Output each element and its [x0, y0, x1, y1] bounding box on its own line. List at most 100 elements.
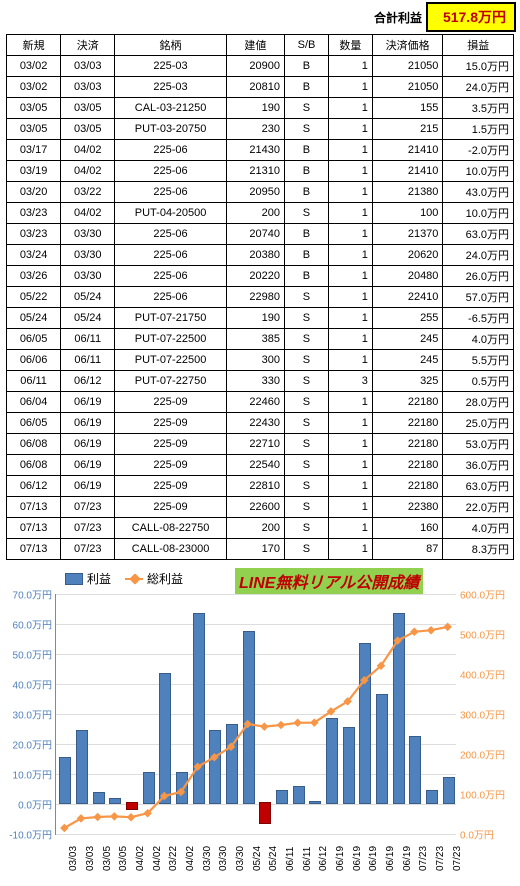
table-cell: S: [285, 455, 329, 476]
table-cell: 190: [226, 308, 284, 329]
col-header: 決済: [61, 35, 115, 56]
chart-title: LINE無料リアル公開成績: [235, 568, 423, 594]
table-cell: 300: [226, 350, 284, 371]
table-cell: 22810: [226, 476, 284, 497]
x-tick: 06/11: [302, 847, 313, 871]
table-row: 06/0806/19225-0922540S12218036.0万円: [7, 455, 514, 476]
table-cell: B: [285, 266, 329, 287]
table-cell: 225-09: [115, 497, 226, 518]
table-cell: 03/23: [7, 203, 61, 224]
table-cell: S: [285, 287, 329, 308]
table-cell: 330: [226, 371, 284, 392]
table-cell: PUT-04-20500: [115, 203, 226, 224]
table-row: 03/2603/30225-0620220B12048026.0万円: [7, 266, 514, 287]
y-left-tick: -10.0万円: [8, 827, 52, 842]
table-row: 07/1307/23CALL-08-22750200S11604.0万円: [7, 518, 514, 539]
y-right-tick: 300.0万円: [460, 707, 512, 722]
table-cell: S: [285, 350, 329, 371]
y-right-tick: 0.0万円: [460, 827, 512, 842]
y-right-tick: 400.0万円: [460, 667, 512, 682]
table-cell: 03/30: [61, 245, 115, 266]
table-cell: 03/05: [61, 98, 115, 119]
table-cell: 04/02: [61, 161, 115, 182]
table-cell: 20900: [226, 56, 284, 77]
table-cell: 03/05: [7, 119, 61, 140]
table-cell: 225-03: [115, 56, 226, 77]
table-cell: 24.0万円: [443, 77, 514, 98]
table-cell: 1: [328, 56, 372, 77]
table-cell: S: [285, 371, 329, 392]
table-cell: 1: [328, 539, 372, 560]
table-row: 06/0406/19225-0922460S12218028.0万円: [7, 392, 514, 413]
table-cell: 22.0万円: [443, 497, 514, 518]
table-cell: 225-09: [115, 413, 226, 434]
table-cell: PUT-07-22500: [115, 329, 226, 350]
x-tick: 07/23: [452, 846, 463, 871]
table-cell: B: [285, 56, 329, 77]
table-cell: 03/03: [61, 77, 115, 98]
table-cell: 06/19: [61, 392, 115, 413]
table-cell: 04/02: [61, 203, 115, 224]
table-cell: 53.0万円: [443, 434, 514, 455]
table-cell: 06/11: [7, 371, 61, 392]
table-row: 05/2405/24PUT-07-21750190S1255-6.5万円: [7, 308, 514, 329]
table-cell: 06/06: [7, 350, 61, 371]
table-cell: 03/02: [7, 77, 61, 98]
x-tick: 03/05: [102, 846, 113, 871]
table-cell: 1: [328, 182, 372, 203]
y-right-tick: 200.0万円: [460, 747, 512, 762]
table-cell: B: [285, 140, 329, 161]
table-row: 03/0503/05CAL-03-21250190S11553.5万円: [7, 98, 514, 119]
table-cell: 03/02: [7, 56, 61, 77]
table-cell: 1: [328, 119, 372, 140]
table-cell: 15.0万円: [443, 56, 514, 77]
table-cell: S: [285, 497, 329, 518]
table-cell: 07/23: [61, 497, 115, 518]
table-cell: 05/24: [61, 308, 115, 329]
table-cell: 1: [328, 203, 372, 224]
table-cell: 1: [328, 266, 372, 287]
table-cell: S: [285, 518, 329, 539]
legend-line-label: 総利益: [147, 570, 183, 587]
y-left-tick: 0.0万円: [8, 797, 52, 812]
table-cell: S: [285, 539, 329, 560]
table-cell: 36.0万円: [443, 455, 514, 476]
table-cell: PUT-07-22500: [115, 350, 226, 371]
table-cell: 21050: [372, 56, 443, 77]
table-cell: 21410: [372, 140, 443, 161]
y-right-tick: 500.0万円: [460, 627, 512, 642]
table-cell: 245: [372, 350, 443, 371]
table-cell: 20740: [226, 224, 284, 245]
table-row: 07/1307/23CALL-08-23000170S1878.3万円: [7, 539, 514, 560]
table-cell: 190: [226, 98, 284, 119]
table-cell: 21430: [226, 140, 284, 161]
table-cell: 225-06: [115, 161, 226, 182]
x-tick: 06/19: [385, 846, 396, 871]
table-cell: 10.0万円: [443, 161, 514, 182]
x-tick: 07/23: [435, 846, 446, 871]
table-cell: S: [285, 119, 329, 140]
chart-legend: 利益 総利益: [65, 570, 183, 587]
table-cell: 225-06: [115, 224, 226, 245]
table-cell: -2.0万円: [443, 140, 514, 161]
table-cell: 1: [328, 245, 372, 266]
table-cell: 225-09: [115, 455, 226, 476]
table-row: 06/1206/19225-0922810S12218063.0万円: [7, 476, 514, 497]
table-row: 06/1106/12PUT-07-22750330S33250.5万円: [7, 371, 514, 392]
table-cell: 1: [328, 161, 372, 182]
table-cell: 21370: [372, 224, 443, 245]
table-cell: 5.5万円: [443, 350, 514, 371]
table-cell: 1: [328, 329, 372, 350]
table-cell: 200: [226, 203, 284, 224]
table-cell: 1: [328, 140, 372, 161]
x-tick: 03/05: [118, 846, 129, 871]
table-row: 03/2304/02PUT-04-20500200S110010.0万円: [7, 203, 514, 224]
table-cell: 225-06: [115, 140, 226, 161]
table-cell: 20380: [226, 245, 284, 266]
table-cell: 100: [372, 203, 443, 224]
y-left-tick: 20.0万円: [8, 737, 52, 752]
table-cell: 04/02: [61, 140, 115, 161]
table-row: 07/1307/23225-0922600S12238022.0万円: [7, 497, 514, 518]
x-tick: 05/24: [252, 846, 263, 871]
table-cell: 215: [372, 119, 443, 140]
